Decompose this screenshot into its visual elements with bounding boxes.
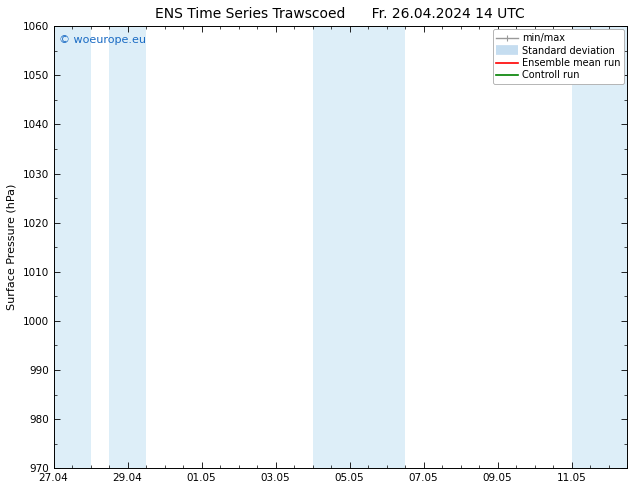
Bar [368,26,405,468]
Bar [54,26,91,468]
Text: © woeurope.eu: © woeurope.eu [60,35,146,45]
Y-axis label: Surface Pressure (hPa): Surface Pressure (hPa) [7,184,17,311]
Bar [313,26,368,468]
Legend: min/max, Standard deviation, Ensemble mean run, Controll run: min/max, Standard deviation, Ensemble me… [493,29,624,84]
Bar [109,26,146,468]
Title: ENS Time Series Trawscoed      Fr. 26.04.2024 14 UTC: ENS Time Series Trawscoed Fr. 26.04.2024… [155,7,525,21]
Bar [572,26,627,468]
